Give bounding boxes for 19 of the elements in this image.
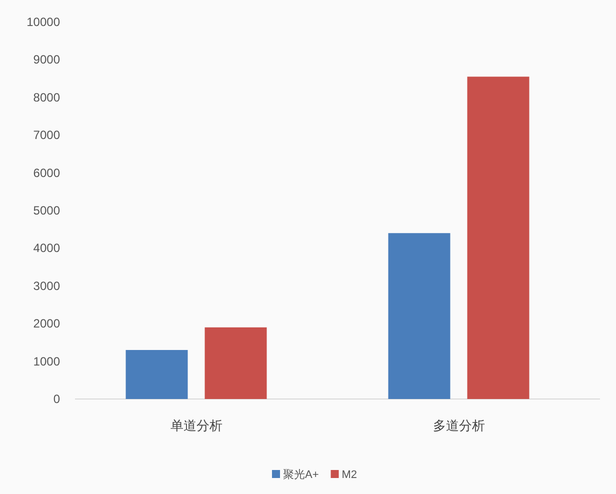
bar bbox=[467, 76, 530, 399]
bar bbox=[388, 233, 450, 399]
y-tick-label: 8000 bbox=[33, 90, 60, 104]
bar bbox=[126, 350, 188, 399]
y-tick-label: 10000 bbox=[26, 15, 60, 29]
x-tick-label: 多道分析 bbox=[432, 418, 485, 433]
bar bbox=[204, 327, 267, 399]
legend-label: M2 bbox=[342, 469, 358, 481]
legend-label: 聚光A+ bbox=[283, 468, 319, 481]
y-tick-label: 5000 bbox=[33, 204, 60, 218]
y-tick-label: 6000 bbox=[33, 166, 60, 180]
y-tick-label: 1000 bbox=[33, 354, 60, 368]
x-tick-label: 单道分析 bbox=[170, 418, 222, 433]
y-tick-label: 9000 bbox=[33, 52, 60, 67]
y-tick-label: 7000 bbox=[33, 128, 60, 142]
y-tick-label: 0 bbox=[53, 392, 60, 406]
y-tick-label: 4000 bbox=[33, 241, 60, 256]
y-tick-label: 3000 bbox=[33, 278, 60, 293]
y-tick-label: 2000 bbox=[33, 316, 60, 331]
